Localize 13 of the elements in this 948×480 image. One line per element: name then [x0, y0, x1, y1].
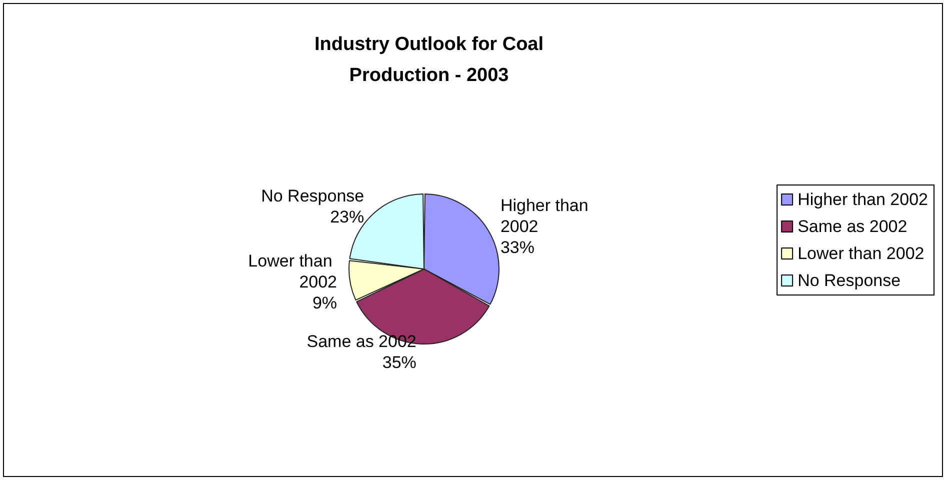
slice-label: Lower than 2002	[248, 251, 338, 292]
slice-label: Higher than 2002	[500, 196, 594, 236]
data-label: 33%	[500, 238, 534, 258]
data-label: 9%	[312, 293, 338, 312]
legend-label: Lower than 2002	[798, 244, 924, 263]
data-label: 35%	[382, 352, 416, 372]
chart-title: Industry Outlook for Coal Production - 2003	[314, 34, 544, 86]
slice-label: No Response	[261, 186, 364, 206]
legend-label: Higher than 2002	[798, 190, 928, 209]
slice-label: Same as 2002	[306, 332, 416, 351]
data-label: 23%	[330, 208, 364, 227]
legend-label: Same as 2002	[798, 217, 908, 236]
legend-label: No Response	[798, 271, 901, 290]
